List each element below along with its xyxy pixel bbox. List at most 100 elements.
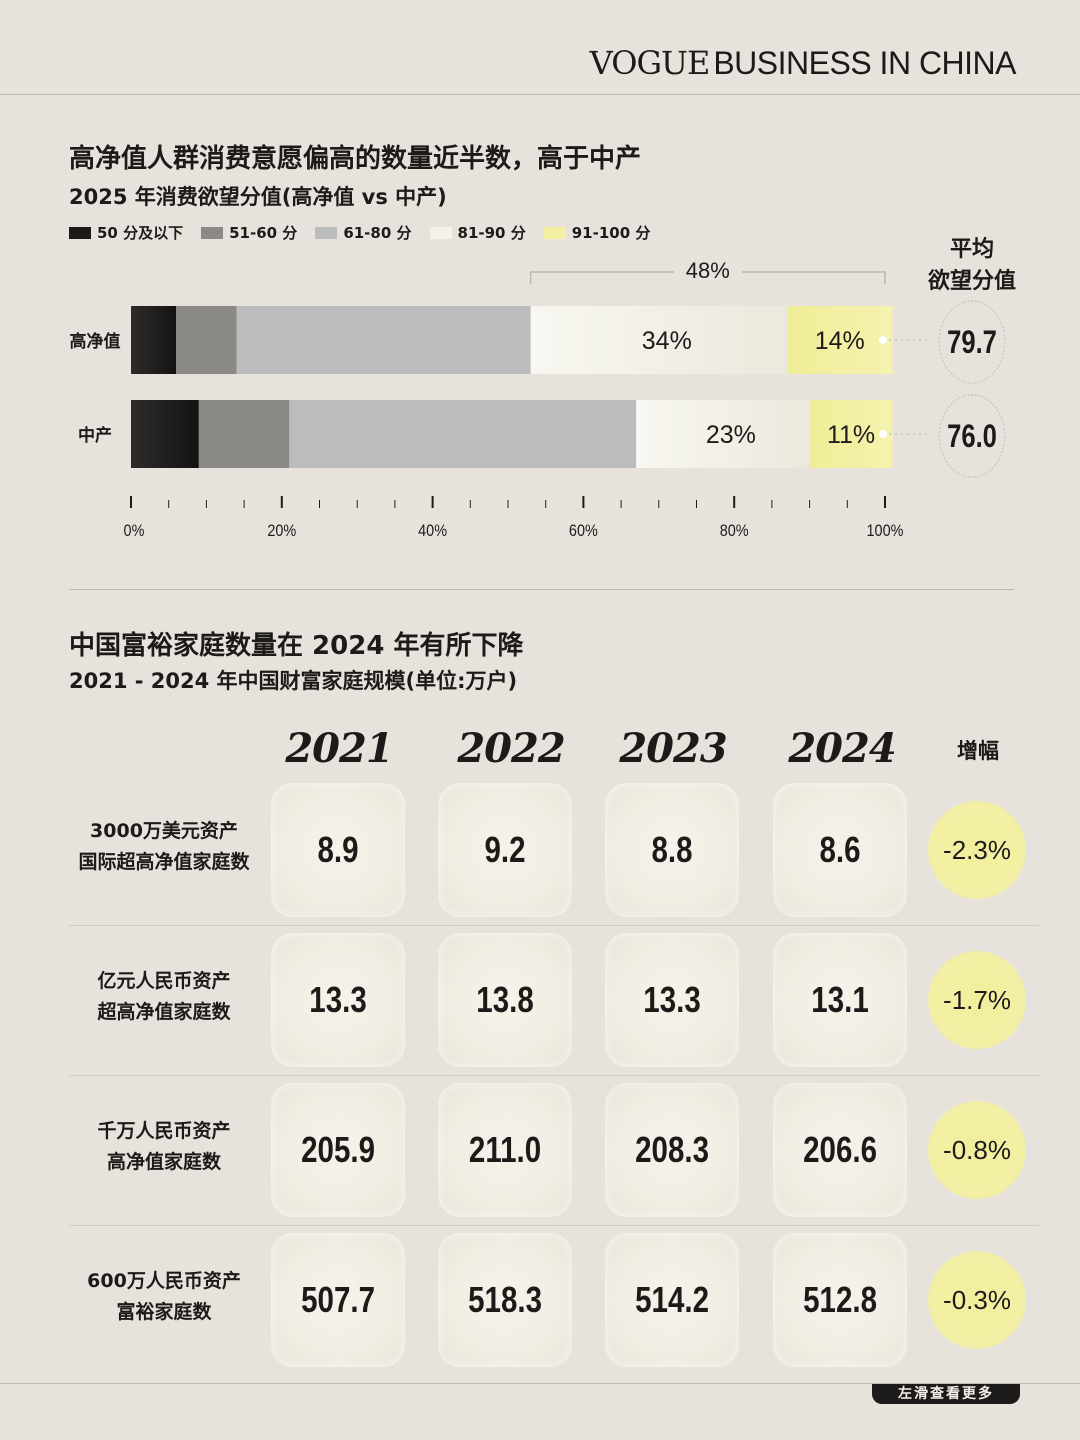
legend-label: 91-100 分	[571, 224, 651, 242]
top-divider	[0, 94, 1080, 95]
stacked-bar-chart: 高净值 34% 14% 中产 23% 11% 48% 0% 20% 40% 60% 80% 100%	[70, 256, 930, 540]
table-cell: 507.7	[271, 1233, 405, 1367]
year-header: 2024	[788, 725, 896, 772]
legend-label: 50 分及以下	[97, 224, 184, 242]
table-cell: 8.9	[271, 783, 405, 917]
table-cell: 8.8	[605, 783, 739, 917]
legend-item: 81-90 分	[429, 222, 526, 243]
row-label: 600万人民币资产 富裕家庭数	[64, 1266, 264, 1328]
legend-item: 50 分及以下	[69, 222, 183, 243]
row-divider	[69, 925, 1039, 926]
table-cell: 512.8	[773, 1233, 907, 1367]
x-tick-label: 100%	[867, 522, 904, 540]
legend-item: 51-60 分	[201, 222, 297, 243]
x-tick-label: 40%	[418, 522, 447, 540]
table-cell: 205.9	[271, 1083, 405, 1217]
year-header: 2023	[619, 725, 727, 772]
bar-segment	[289, 400, 637, 468]
cell-value: 13.3	[309, 979, 367, 1020]
x-tick-label: 20%	[267, 522, 296, 540]
cell-value: 8.8	[651, 829, 693, 870]
data-label: 23%	[706, 421, 756, 449]
row-label: 千万人民币资产 高净值家庭数	[64, 1116, 264, 1178]
legend-swatch	[201, 226, 224, 239]
bar-segment	[809, 400, 893, 468]
cell-value: 205.9	[301, 1129, 375, 1170]
row-label-line1: 600万人民币资产	[87, 1270, 241, 1292]
cell-value: 518.3	[468, 1279, 542, 1320]
table-cell: 211.0	[438, 1083, 572, 1217]
cell-value: 8.9	[317, 829, 359, 870]
bar-segment	[176, 306, 237, 374]
row-label-line1: 千万人民币资产	[97, 1120, 231, 1142]
legend-label: 51-60 分	[229, 224, 298, 242]
data-label: 14%	[815, 327, 865, 355]
bottom-divider	[0, 1383, 1080, 1384]
cell-value: 208.3	[635, 1129, 709, 1170]
legend-swatch	[69, 226, 91, 239]
change-header: 增幅	[957, 739, 999, 763]
table-cell: 9.2	[438, 783, 572, 917]
row-label-line1: 3000万美元资产	[90, 820, 238, 842]
row-label-line2: 超高净值家庭数	[97, 1001, 231, 1023]
table-cell: 514.2	[605, 1233, 739, 1367]
table-cell: 208.3	[605, 1083, 739, 1217]
section1-title: 高净值人群消费意愿偏高的数量近半数，高于中产	[69, 144, 642, 174]
avg-header-line1: 平均	[949, 237, 994, 262]
avg-score-middle: 76.0	[938, 394, 1006, 478]
bar-segment	[786, 306, 893, 374]
cell-value: 13.1	[811, 979, 869, 1020]
row-label: 亿元人民币资产 超高净值家庭数	[64, 966, 264, 1028]
section1-subtitle: 2025 年消费欲望分值(高净值 vs 中产)	[69, 185, 447, 209]
row-label-line2: 高净值家庭数	[106, 1151, 221, 1173]
avg-score-hnw: 79.7	[938, 300, 1006, 384]
brand-logo: VOGUE BUSINESS IN CHINA	[589, 44, 1017, 84]
bar-segment	[131, 306, 177, 374]
cell-value: 206.6	[803, 1129, 877, 1170]
x-tick-label: 60%	[569, 522, 598, 540]
legend-swatch	[315, 226, 338, 239]
table-cell: 13.8	[438, 933, 572, 1067]
change-badge: -0.3%	[928, 1251, 1026, 1349]
table-cell: 206.6	[773, 1083, 907, 1217]
legend-item: 61-80 分	[315, 222, 412, 243]
table-cell: 8.6	[773, 783, 907, 917]
row-label-line1: 亿元人民币资产	[97, 970, 231, 992]
bar-segment	[236, 306, 531, 374]
brand-business-in-china: BUSINESS IN CHINA	[713, 45, 1016, 81]
brand-vogue: VOGUE	[589, 44, 711, 82]
bar-segment	[636, 400, 810, 468]
chart-legend: 50 分及以下 51-60 分 61-80 分 81-90 分 91-100 分	[69, 222, 650, 243]
legend-swatch	[543, 226, 566, 239]
table-cell: 518.3	[438, 1233, 572, 1367]
cell-value: 514.2	[635, 1279, 709, 1320]
x-tick-label: 0%	[124, 522, 145, 540]
year-header: 2021	[285, 725, 393, 772]
section-divider	[69, 589, 1014, 590]
year-header: 2022	[457, 725, 565, 772]
cell-value: 13.8	[476, 979, 534, 1020]
legend-swatch	[429, 226, 452, 239]
data-label: 34%	[642, 327, 692, 355]
table-cell: 13.3	[271, 933, 405, 1067]
swipe-hint: 左滑查看更多	[872, 1384, 1020, 1404]
category-label: 中产	[78, 425, 112, 446]
cell-value: 13.3	[643, 979, 701, 1020]
change-badge: -0.8%	[928, 1101, 1026, 1199]
section2-subtitle: 2021 - 2024 年中国财富家庭规模(单位:万户)	[69, 669, 518, 693]
cell-value: 507.7	[301, 1279, 375, 1320]
bar-segment	[131, 400, 199, 468]
row-label: 3000万美元资产 国际超高净值家庭数	[64, 816, 264, 878]
avg-score-header: 平均 欲望分值	[912, 234, 1032, 298]
row-divider	[69, 1225, 1039, 1226]
cell-value: 9.2	[484, 829, 526, 870]
cell-value: 211.0	[468, 1129, 542, 1170]
change-badge: -2.3%	[928, 801, 1026, 899]
x-tick-label: 80%	[720, 522, 749, 540]
table-cell: 13.1	[773, 933, 907, 1067]
bar-segment	[198, 400, 290, 468]
avg-header-line2: 欲望分值	[927, 269, 1016, 294]
section2-title: 中国富裕家庭数量在 2024 年有所下降	[69, 631, 524, 661]
row-divider	[69, 1075, 1039, 1076]
row-label-line2: 国际超高净值家庭数	[78, 851, 250, 873]
